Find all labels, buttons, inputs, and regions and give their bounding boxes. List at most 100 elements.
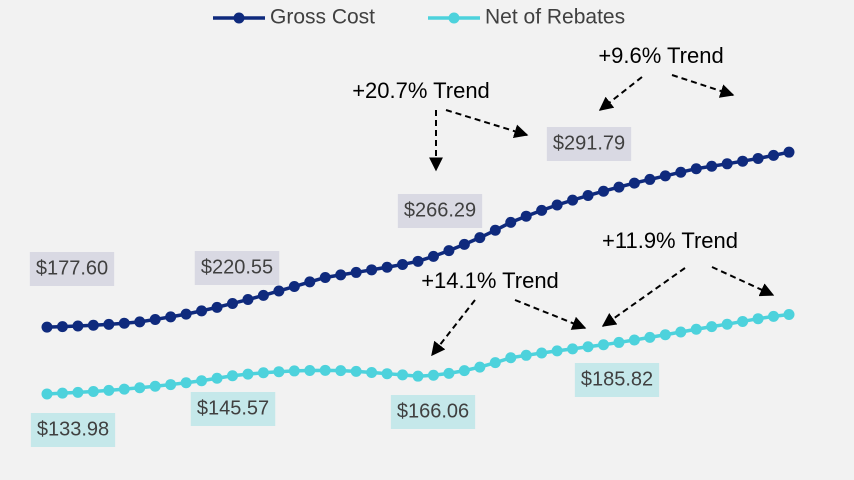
annotations: +20.7% Trend +9.6% Trend +14.1% Trend +1…	[352, 43, 775, 357]
point	[56, 321, 68, 333]
labels: $177.60$193.04$220.55$266.29$291.79$133.…	[29, 127, 660, 447]
point	[319, 271, 331, 283]
point	[458, 238, 470, 250]
point	[505, 216, 517, 228]
point	[659, 329, 671, 341]
legend-marker	[233, 12, 245, 24]
point	[582, 190, 594, 202]
point	[412, 370, 424, 382]
point	[366, 366, 378, 378]
label-box	[30, 413, 116, 447]
point	[381, 261, 393, 273]
data-label: $266.29	[404, 199, 476, 221]
point	[737, 155, 749, 167]
point	[87, 319, 99, 331]
point	[41, 321, 53, 333]
point	[41, 388, 53, 400]
data-label: $185.82	[581, 368, 653, 390]
point	[273, 285, 285, 297]
data-label: $220.55	[201, 256, 273, 278]
point	[72, 320, 84, 332]
point	[103, 318, 115, 330]
arrow	[431, 299, 476, 357]
arrow	[671, 74, 735, 98]
point	[474, 361, 486, 373]
point	[628, 177, 640, 189]
point	[165, 379, 177, 391]
point	[350, 365, 362, 377]
point	[381, 368, 393, 380]
point	[737, 315, 749, 327]
label-box	[190, 392, 276, 426]
point	[690, 163, 702, 175]
point	[180, 377, 192, 389]
arrow	[601, 267, 686, 327]
point	[582, 341, 594, 353]
point	[242, 294, 254, 306]
point	[675, 326, 687, 338]
point	[783, 146, 795, 158]
point	[768, 310, 780, 322]
point	[118, 317, 130, 329]
point	[319, 364, 331, 376]
point	[397, 369, 409, 381]
point	[397, 258, 409, 270]
point	[551, 199, 563, 211]
point	[752, 152, 764, 164]
point	[644, 331, 656, 343]
data-label: $166.06	[397, 400, 469, 422]
label-box	[397, 194, 483, 228]
point	[458, 365, 470, 377]
point	[335, 269, 347, 281]
point	[242, 368, 254, 380]
point	[489, 357, 501, 369]
point	[288, 281, 300, 293]
point	[72, 386, 84, 398]
point	[227, 370, 238, 382]
point	[598, 339, 609, 351]
lines	[41, 146, 795, 400]
label-box	[574, 363, 660, 397]
point	[350, 266, 362, 278]
point	[304, 276, 316, 288]
point	[427, 250, 439, 262]
point	[659, 170, 671, 182]
point	[721, 318, 733, 330]
point	[752, 313, 764, 325]
point	[443, 367, 455, 379]
point	[675, 166, 687, 178]
point	[149, 380, 161, 392]
point	[196, 305, 208, 317]
point	[520, 210, 532, 222]
point	[536, 347, 548, 359]
point	[551, 345, 563, 357]
label-box	[390, 395, 476, 429]
point	[335, 365, 347, 377]
point	[567, 343, 579, 355]
legend: Gross Cost Net of Rebates	[213, 6, 625, 29]
data-label: $291.79	[553, 132, 625, 154]
point	[165, 311, 177, 323]
point	[134, 382, 146, 394]
point	[304, 364, 316, 376]
point	[613, 181, 625, 193]
point	[644, 173, 656, 185]
point	[598, 185, 609, 197]
legend-label: Net of Rebates	[485, 6, 625, 29]
point	[706, 160, 718, 172]
point	[211, 372, 223, 384]
label-box	[194, 251, 280, 285]
annotation: +11.9% Trend	[602, 228, 738, 253]
annotation: +20.7% Trend	[352, 78, 490, 103]
point	[149, 313, 161, 325]
point	[783, 309, 795, 321]
data-label: $145.57	[197, 397, 269, 419]
point	[474, 232, 486, 244]
point	[196, 375, 208, 387]
legend-marker	[448, 12, 460, 24]
point	[103, 384, 115, 396]
arrow	[514, 299, 587, 330]
point	[227, 297, 238, 309]
point	[536, 204, 548, 216]
